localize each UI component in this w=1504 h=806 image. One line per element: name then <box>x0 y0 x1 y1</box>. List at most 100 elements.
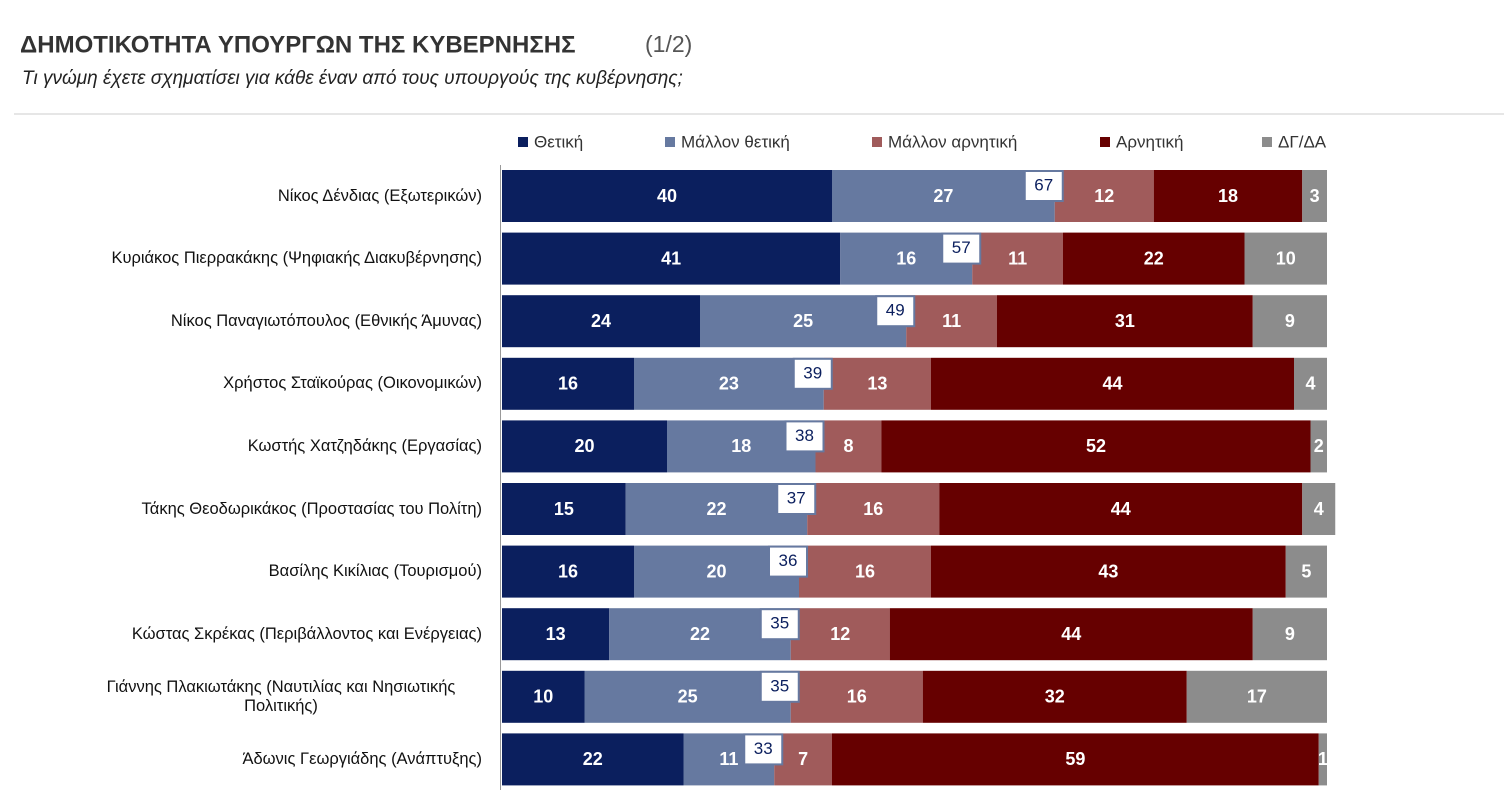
legend-swatch <box>872 137 882 147</box>
bar-segment <box>774 733 832 786</box>
legend-swatch <box>665 137 675 147</box>
bar-segment <box>502 232 841 285</box>
value-label: 18 <box>1218 186 1238 206</box>
category-label-box: Γιάννης Πλακιωτάκης (Ναυτιλίας και Νησιω… <box>80 667 482 727</box>
bar-segment <box>1252 608 1327 661</box>
value-label: 11 <box>1008 248 1027 268</box>
value-label: 22 <box>583 749 603 769</box>
bar-segment <box>1285 545 1327 598</box>
bar-segment <box>931 545 1286 598</box>
value-label: 15 <box>554 499 574 519</box>
value-label: 22 <box>706 499 726 519</box>
category-label: Κώστας Σκρέκας (Περιβάλλοντος και Ενέργε… <box>131 624 482 643</box>
value-label: 16 <box>558 561 578 581</box>
value-label: 16 <box>863 499 883 519</box>
value-label: 7 <box>798 749 808 769</box>
category-label-wrap: Νίκος Παναγιωτόπουλος (Εθνικής Άμυνας) <box>80 291 482 351</box>
bar-segment <box>584 670 791 723</box>
value-label: 32 <box>1045 687 1065 707</box>
value-label: 10 <box>1276 248 1296 268</box>
total-box <box>759 608 800 641</box>
bar-segment <box>502 608 610 661</box>
value-label: 22 <box>690 624 710 644</box>
category-label-wrap: Γιάννης Πλακιωτάκης (Ναυτιλίας και Νησιω… <box>80 667 482 727</box>
value-label: 16 <box>558 374 578 394</box>
value-label: 22 <box>1144 248 1164 268</box>
category-label: Κυριάκος Πιερρακάκης (Ψηφιακής Διακυβέρν… <box>111 249 482 268</box>
value-label: 27 <box>933 186 953 206</box>
value-label: 25 <box>793 311 813 331</box>
bar-segment <box>1294 357 1327 410</box>
category-label: Κωστής Χατζηδάκης (Εργασίας) <box>247 436 482 455</box>
total-label: 67 <box>1034 175 1053 194</box>
category-label-wrap: Κυριάκος Πιερρακάκης (Ψηφιακής Διακυβέρν… <box>80 229 482 289</box>
total-box <box>875 295 916 328</box>
category-label: Γιάννης Πλακιωτάκης (Ναυτιλίας και Νησιω… <box>106 677 456 715</box>
total-label: 36 <box>779 551 798 570</box>
category-label-box: Τάκης Θεοδωρικάκος (Προστασίας του Πολίτ… <box>141 499 482 518</box>
category-label-box: Νίκος Παναγιωτόπουλος (Εθνικής Άμυνας) <box>80 291 482 351</box>
category-label-box: Κώστας Σκρέκας (Περιβάλλοντος και Ενέργε… <box>131 624 482 643</box>
value-label: 20 <box>706 561 726 581</box>
bar-segment <box>823 357 931 410</box>
value-label: 4 <box>1314 499 1324 519</box>
category-label: Τάκης Θεοδωρικάκος (Προστασίας του Πολίτ… <box>141 499 482 518</box>
value-label: 40 <box>657 186 677 206</box>
total-box <box>941 232 982 265</box>
legend-swatch <box>1262 137 1272 147</box>
bar-segment <box>1310 420 1327 473</box>
bar-segment <box>807 483 940 535</box>
category-label-box: Βασίλης Κικίλιας (Τουρισμού) <box>268 562 482 581</box>
bar-segment <box>1302 483 1336 535</box>
total-label: 35 <box>770 614 789 633</box>
chart-title: ΔΗΜΟΤΙΚΟΤΗΤΑ ΥΠΟΥΡΓΩΝ ΤΗΣ ΚΥΒΕΡΝΗΣΗΣ <box>20 31 575 58</box>
value-label: 16 <box>855 561 875 581</box>
total-box <box>784 420 825 453</box>
legend-label: Αρνητική <box>1116 132 1183 151</box>
value-label: 59 <box>1065 749 1085 769</box>
bar-segment <box>1302 170 1327 222</box>
category-label: Βασίλης Κικίλιας (Τουρισμού) <box>268 562 482 581</box>
value-label: 5 <box>1301 561 1311 581</box>
category-label-wrap: Χρήστος Σταϊκούρας (Οικονομικών) <box>80 354 482 414</box>
bar-segment <box>634 357 824 410</box>
bar-segment <box>790 670 923 723</box>
total-label: 37 <box>787 488 806 507</box>
bar-segment <box>700 295 907 348</box>
bar-segment <box>502 733 684 786</box>
chart-subtitle: Τι γνώμη έχετε σχηματίσει για κάθε έναν … <box>22 68 683 89</box>
total-box <box>768 545 808 578</box>
category-label: Άδωνις Γεωργιάδης (Ανάπτυξης) <box>242 749 482 768</box>
bar-segment <box>502 483 626 535</box>
value-label: 18 <box>731 436 751 456</box>
value-label: 11 <box>942 311 961 331</box>
value-label: 1 <box>1318 749 1328 769</box>
value-label: 31 <box>1115 311 1135 331</box>
total-box <box>776 483 817 515</box>
bar-segment <box>1054 170 1154 222</box>
bar-segment <box>972 232 1063 285</box>
page-indicator: (1/2) <box>645 31 692 57</box>
value-label: 44 <box>1111 499 1131 519</box>
value-label: 8 <box>843 436 853 456</box>
value-label: 20 <box>574 436 594 456</box>
bar-segment <box>906 295 997 348</box>
bar-segment <box>939 483 1303 535</box>
value-label: 2 <box>1314 436 1324 456</box>
value-label: 52 <box>1086 436 1106 456</box>
value-label: 13 <box>546 624 566 644</box>
value-label: 13 <box>867 374 887 394</box>
legend-label: Μάλλον θετική <box>681 132 790 151</box>
bar-segment <box>1063 232 1245 285</box>
total-label: 38 <box>795 426 814 445</box>
legend-label: ΔΓ/ΔΑ <box>1278 132 1327 151</box>
category-label-wrap: Άδωνις Γεωργιάδης (Ανάπτυξης) <box>80 729 482 789</box>
bar-segment <box>502 295 700 348</box>
bar-segment <box>815 420 882 473</box>
value-label: 16 <box>847 687 867 707</box>
value-label: 4 <box>1305 374 1315 394</box>
value-label: 16 <box>896 248 916 268</box>
value-label: 9 <box>1285 311 1295 331</box>
value-label: 41 <box>661 248 681 268</box>
category-label-box: Άδωνις Γεωργιάδης (Ανάπτυξης) <box>80 729 482 789</box>
